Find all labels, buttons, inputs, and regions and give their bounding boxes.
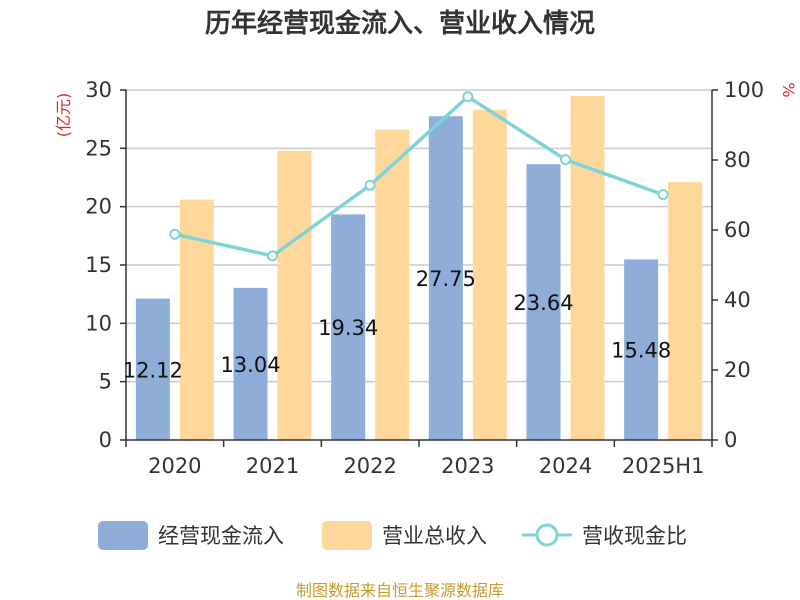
- data-label-cash-inflow: 12.12: [123, 358, 183, 382]
- bar-cash-inflow: [526, 164, 561, 440]
- legend-swatch-cash-inflow: [98, 521, 148, 550]
- data-label-cash-inflow: 15.48: [611, 339, 671, 363]
- bar-revenue: [472, 109, 507, 440]
- x-tick-label: 2023: [441, 454, 494, 478]
- bar-series: [135, 95, 703, 440]
- y-left-tick-label: 30: [85, 78, 112, 102]
- x-tick-label: 2020: [148, 454, 201, 478]
- line-ratio: [174, 94, 664, 258]
- legend-label-cash-inflow: 经营现金流入: [158, 524, 284, 548]
- legend-swatch-revenue: [322, 521, 372, 550]
- data-label-cash-inflow: 27.75: [416, 267, 476, 291]
- point-ratio: [364, 179, 376, 191]
- data-label-cash-inflow: 19.34: [318, 316, 378, 340]
- y-left-tick-label: 15: [85, 253, 112, 277]
- y-left-tick-label: 10: [85, 311, 112, 335]
- bar-cash-inflow: [331, 214, 366, 440]
- y-right-tick-label: 80: [724, 148, 751, 172]
- x-tick-label: 2021: [246, 454, 299, 478]
- axes: 0 5 10 15 20 25 30 0 20 40 60 80 100 2020 2021 2022 2023…: [85, 78, 764, 478]
- data-label-cash-inflow: 23.64: [513, 291, 573, 315]
- y-left-tick-label: 0: [99, 428, 112, 452]
- gridlines: [126, 89, 712, 383]
- x-tick-label: 2022: [343, 454, 396, 478]
- point-ratio: [462, 91, 474, 103]
- y-right-tick-label: 40: [724, 288, 751, 312]
- chart-title: 历年经营现金流入、营业收入情况: [205, 8, 595, 39]
- legend-marker-ratio: [535, 523, 559, 547]
- y-right-unit: %: [779, 82, 798, 97]
- y-left-tick-label: 25: [85, 136, 112, 160]
- y-right-tick-label: 0: [724, 428, 737, 452]
- bar-revenue: [375, 129, 410, 440]
- data-label-cash-inflow: 13.04: [220, 353, 280, 377]
- bar-cash-inflow: [233, 287, 268, 440]
- point-ratio: [169, 228, 181, 240]
- bar-cash-inflow: [135, 298, 170, 440]
- point-ratio: [560, 154, 571, 166]
- y-left-tick-label: 20: [85, 195, 112, 219]
- y-right-tick-label: 20: [724, 358, 751, 382]
- legend: 经营现金流入 营业总收入 营收现金比: [98, 521, 687, 550]
- line-series: [169, 91, 669, 262]
- y-right-tick-label: 60: [724, 218, 751, 242]
- bar-revenue: [277, 150, 312, 440]
- x-tick-label: 2025H1: [622, 454, 705, 478]
- legend-label-ratio: 营收现金比: [582, 524, 687, 548]
- data-labels: 12.12 13.04 19.34 27.75 23.64 15.48: [123, 267, 671, 382]
- x-tick-label: 2024: [539, 454, 592, 478]
- source-note: 制图数据来自恒生聚源数据库: [296, 581, 504, 600]
- y-left-tick-label: 5: [99, 370, 112, 394]
- bar-cash-inflow: [428, 116, 463, 440]
- bar-revenue: [668, 182, 703, 440]
- bar-cash-inflow: [624, 259, 659, 440]
- point-ratio: [267, 250, 278, 262]
- bar-revenue: [570, 95, 605, 440]
- point-ratio: [657, 189, 669, 201]
- legend-label-revenue: 营业总收入: [382, 524, 487, 548]
- y-right-tick-label: 100: [724, 78, 764, 102]
- y-left-unit: (亿元): [54, 93, 73, 138]
